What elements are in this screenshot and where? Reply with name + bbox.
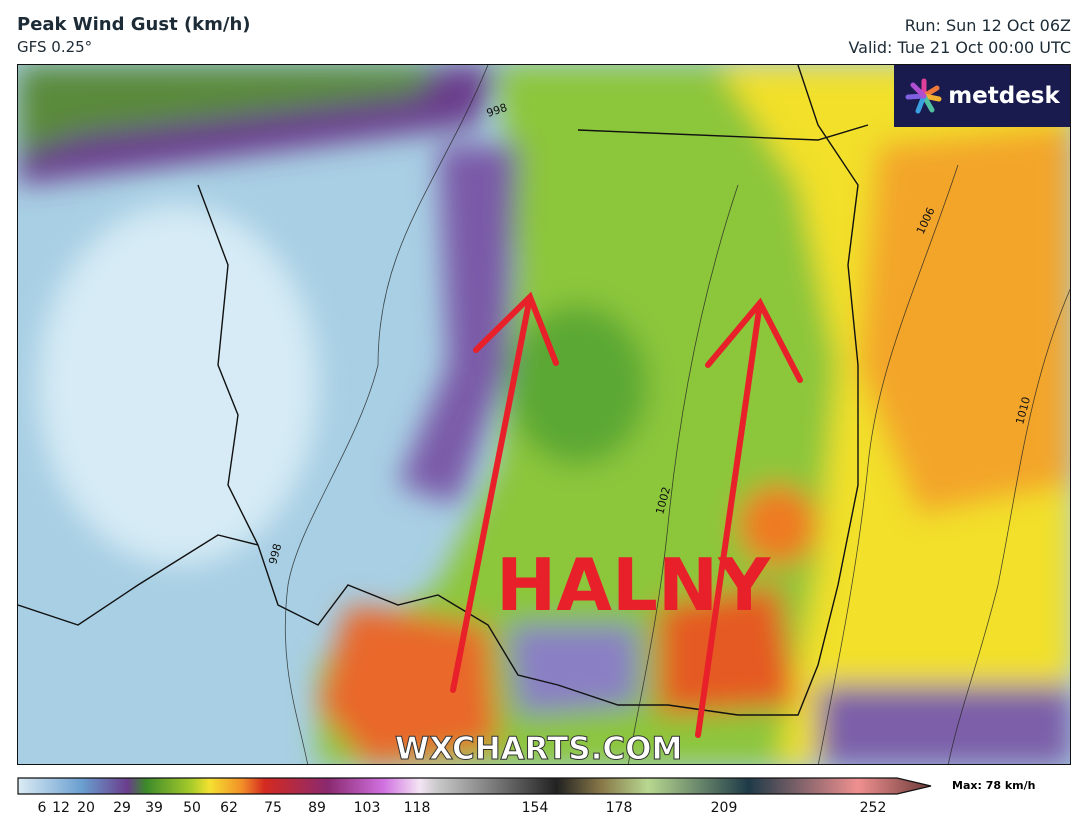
colorbar-tick-label: 20 [77, 800, 95, 816]
chart-title: Peak Wind Gust (km/h) [17, 14, 251, 35]
isobar-label: 998 [266, 542, 284, 566]
colorbar-tick-label: 62 [220, 800, 238, 816]
wind-arrows [450, 291, 803, 738]
borders [18, 65, 869, 716]
colorbar-tick-label: 6 [37, 800, 47, 816]
valid-label: Valid: Tue 21 Oct 00:00 UTC [848, 38, 1071, 57]
purple-band [398, 145, 518, 505]
colorbar-tick-label: 75 [264, 800, 282, 816]
max-label: Max: 78 km/h [952, 779, 1036, 792]
dark-green-center [508, 305, 648, 465]
arrow-west [450, 291, 559, 693]
colorbar-tick-label: 103 [353, 800, 381, 816]
kaliningrad-border [577, 124, 869, 141]
red-zone-tatra-west [318, 605, 498, 764]
red-zone-tatra-east [658, 585, 798, 715]
run-label: Run: Sun 12 Oct 06Z [904, 16, 1071, 35]
colorbar-tick-label: 39 [145, 800, 163, 816]
metdesk-logo-text: metdesk [948, 83, 1060, 109]
czech-border [18, 534, 259, 626]
map-canvas: 998 1006 1002 1010 998 HALNY WXCHARTS.CO… [18, 65, 1070, 765]
isobars [284, 65, 1070, 764]
halny-annotation: HALNY [496, 543, 771, 627]
wind-gust-map[interactable]: 998 1006 1002 1010 998 HALNY WXCHARTS.CO… [17, 64, 1071, 765]
colorbar-tick-label: 89 [308, 800, 326, 816]
colorbar-tick-label: 12 [52, 800, 70, 816]
colorbar-tick-label: 29 [113, 800, 131, 816]
metdesk-star-icon [905, 78, 942, 114]
purple-south-east [818, 685, 1070, 764]
isobar-label: 998 [485, 101, 509, 120]
metdesk-logo: metdesk [894, 65, 1070, 127]
purple-zone-slovakia [508, 625, 638, 715]
colorbar [17, 777, 932, 795]
colorbar-gradient [17, 777, 932, 795]
green-sea [18, 65, 438, 155]
colorbar-tick-label: 209 [710, 800, 738, 816]
orange-spot [738, 485, 818, 565]
model-label: GFS 0.25° [17, 38, 93, 56]
orange-zone-east [858, 125, 1070, 515]
colorbar-tick-label: 154 [521, 800, 549, 816]
poland-border [197, 65, 859, 716]
watermark: WXCHARTS.COM [395, 731, 682, 765]
colorbar-tick-label: 50 [183, 800, 201, 816]
colorbar-tick-label: 178 [605, 800, 633, 816]
light-zone-west [38, 205, 318, 565]
colorbar-tick-label: 118 [403, 800, 431, 816]
arrow-east [695, 297, 803, 738]
colorbar-tick-label: 252 [859, 800, 887, 816]
